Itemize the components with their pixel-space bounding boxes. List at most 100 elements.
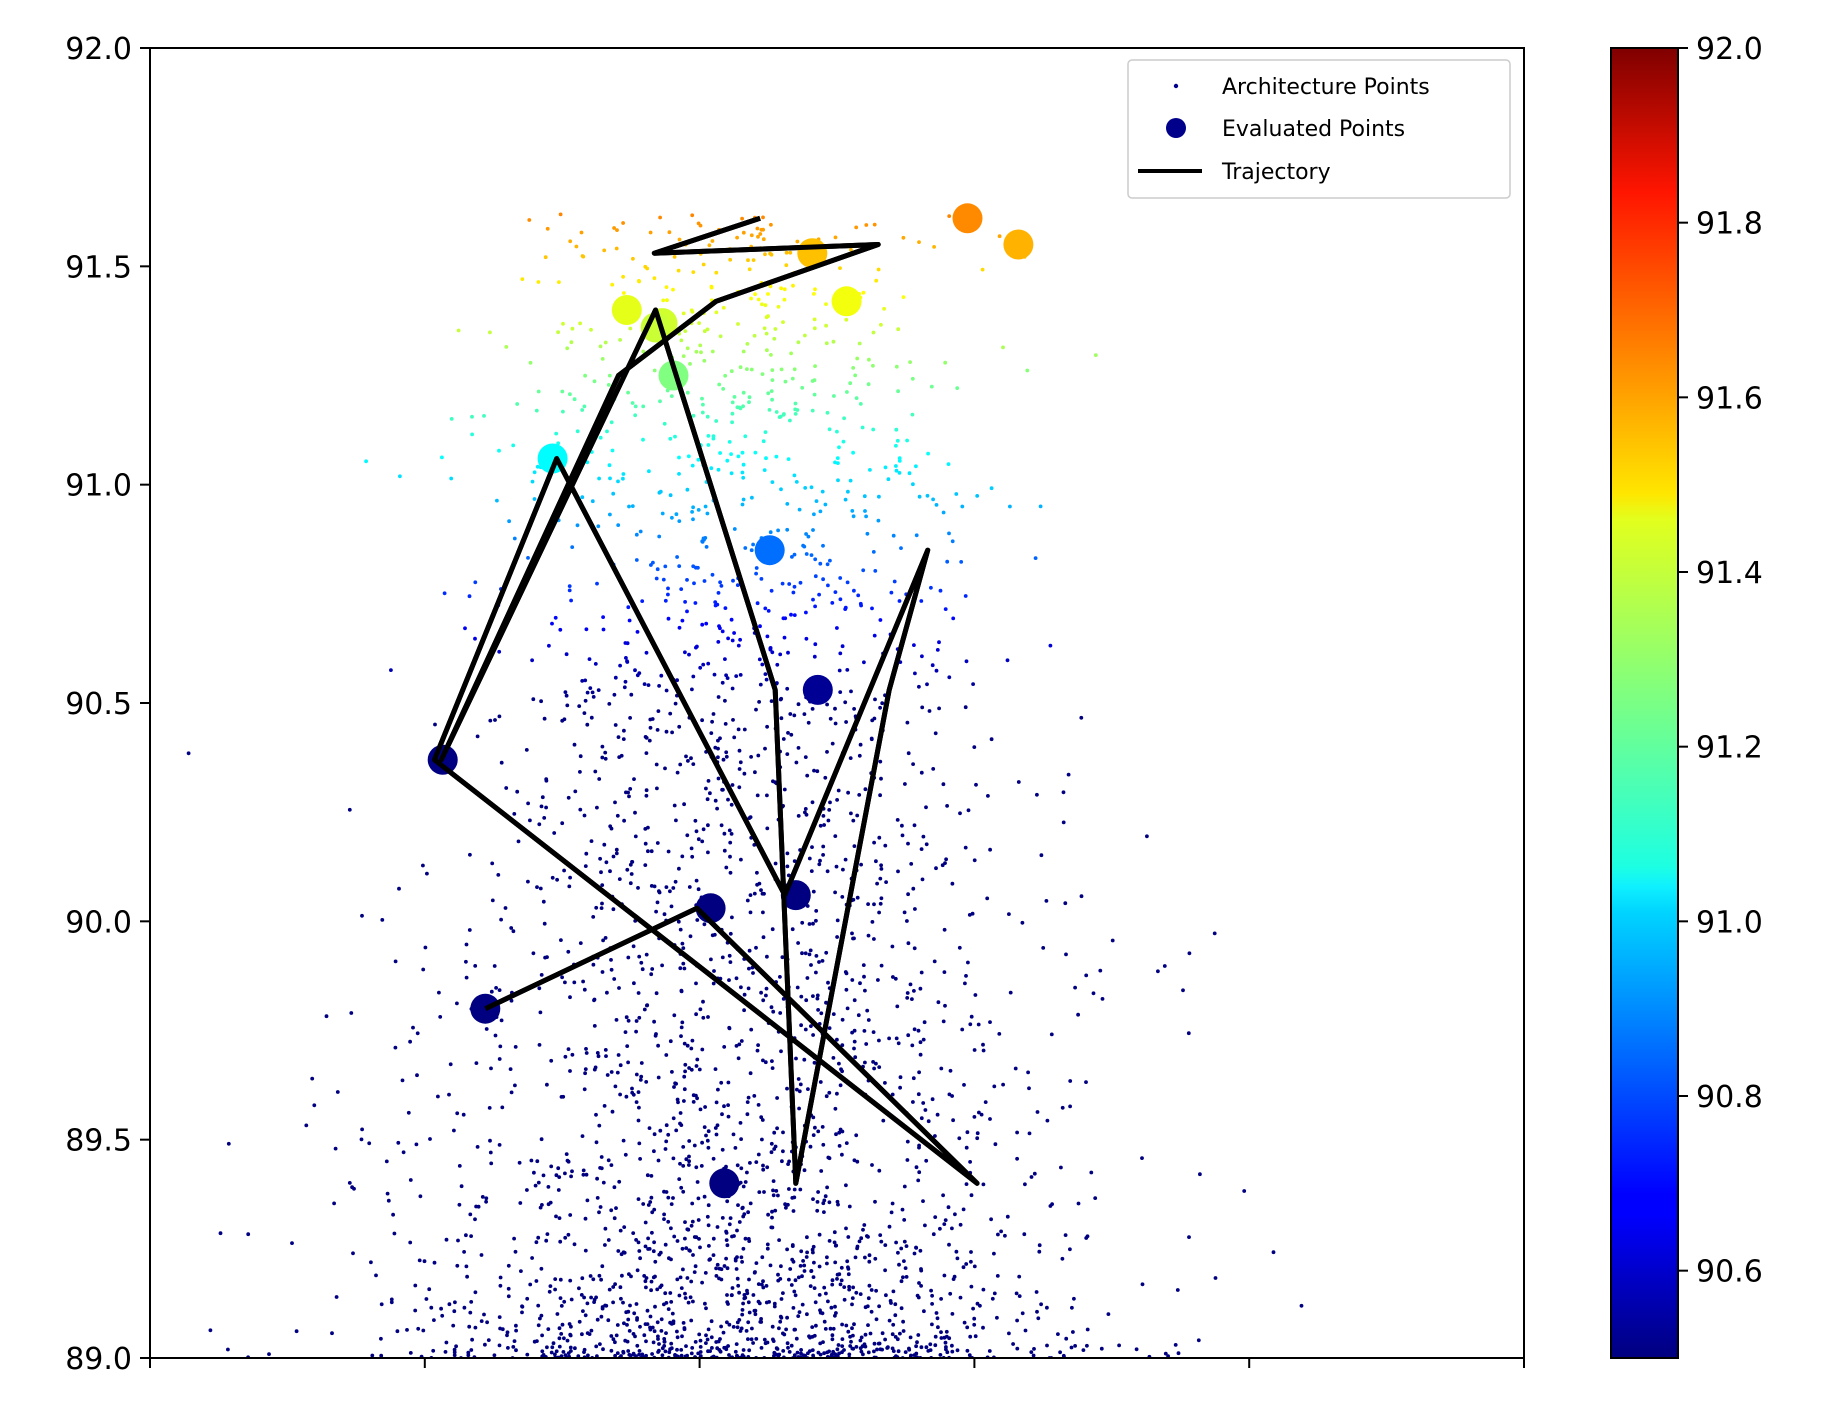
architecture-point — [691, 505, 695, 510]
architecture-point — [914, 1165, 919, 1170]
architecture-point — [833, 1313, 837, 1318]
architecture-point — [683, 1220, 687, 1224]
architecture-point — [557, 280, 561, 284]
architecture-point — [978, 1303, 982, 1308]
architecture-point — [958, 811, 962, 816]
architecture-point — [904, 1275, 909, 1279]
architecture-point — [637, 1015, 642, 1020]
architecture-point — [707, 1244, 711, 1248]
architecture-point — [776, 1354, 781, 1358]
architecture-point — [644, 952, 649, 957]
architecture-point — [672, 1234, 677, 1239]
architecture-point — [686, 1300, 691, 1305]
architecture-point — [759, 990, 763, 995]
architecture-point — [930, 1302, 934, 1306]
architecture-point — [629, 872, 634, 876]
architecture-point — [531, 697, 536, 702]
architecture-point — [479, 1319, 484, 1323]
architecture-point — [385, 1191, 390, 1196]
architecture-point — [512, 812, 517, 816]
architecture-point — [924, 1158, 929, 1163]
architecture-point — [738, 637, 742, 642]
architecture-point — [462, 1305, 467, 1310]
architecture-point — [826, 818, 831, 823]
architecture-point — [675, 1239, 680, 1243]
architecture-point — [926, 1119, 931, 1124]
architecture-point — [908, 1335, 913, 1340]
architecture-point — [706, 1223, 711, 1228]
architecture-point — [872, 1066, 876, 1071]
architecture-point — [561, 1350, 566, 1354]
architecture-point — [582, 1295, 586, 1300]
architecture-point — [843, 970, 848, 974]
architecture-point — [649, 849, 654, 854]
architecture-point — [473, 964, 478, 968]
architecture-point — [600, 970, 605, 974]
architecture-point — [622, 685, 627, 690]
architecture-point — [793, 407, 798, 412]
architecture-point — [622, 1321, 626, 1326]
architecture-point — [829, 1305, 834, 1310]
architecture-point — [578, 807, 583, 812]
architecture-point — [475, 734, 480, 739]
architecture-point — [656, 709, 661, 713]
architecture-point — [685, 578, 689, 582]
architecture-point — [743, 434, 748, 439]
architecture-point — [917, 240, 921, 245]
architecture-point — [854, 1290, 859, 1295]
architecture-point — [831, 1326, 836, 1331]
architecture-point — [609, 1334, 614, 1338]
architecture-point — [770, 397, 774, 402]
architecture-point — [818, 509, 823, 514]
architecture-point — [821, 1340, 825, 1344]
architecture-point — [717, 382, 722, 387]
architecture-point — [644, 1285, 648, 1290]
architecture-point — [750, 495, 754, 500]
architecture-point — [813, 364, 817, 368]
architecture-point — [898, 1331, 902, 1336]
architecture-point — [1023, 1328, 1028, 1333]
architecture-point — [802, 1263, 807, 1268]
architecture-point — [489, 1066, 493, 1071]
architecture-point — [730, 420, 734, 425]
architecture-point — [797, 1310, 802, 1314]
architecture-point — [698, 343, 703, 348]
architecture-point — [720, 680, 725, 685]
architecture-point — [648, 1200, 653, 1204]
architecture-point — [742, 727, 747, 732]
architecture-point — [601, 1180, 606, 1185]
architecture-point — [633, 413, 638, 418]
architecture-point — [820, 959, 825, 963]
architecture-point — [856, 593, 861, 598]
architecture-point — [686, 759, 690, 763]
architecture-point — [624, 1015, 629, 1020]
architecture-point — [760, 891, 765, 896]
architecture-point — [722, 848, 727, 853]
architecture-point — [917, 494, 922, 499]
architecture-point — [630, 860, 635, 864]
architecture-point — [687, 1139, 692, 1143]
architecture-point — [634, 1029, 638, 1034]
architecture-point — [770, 650, 775, 655]
architecture-point — [792, 713, 797, 718]
architecture-point — [580, 495, 585, 500]
architecture-point — [628, 1303, 632, 1308]
y-tick-label: 92.0 — [65, 32, 132, 67]
architecture-point — [870, 1163, 874, 1167]
architecture-point — [785, 1315, 789, 1320]
architecture-point — [733, 1257, 738, 1261]
architecture-point — [484, 1196, 489, 1201]
architecture-point — [912, 946, 917, 951]
architecture-point — [761, 910, 765, 915]
architecture-point — [648, 725, 653, 730]
architecture-point — [877, 494, 881, 499]
architecture-point — [558, 212, 563, 217]
architecture-point — [653, 1259, 658, 1264]
architecture-point — [711, 981, 716, 986]
architecture-point — [624, 1310, 629, 1315]
architecture-point — [878, 1347, 883, 1352]
architecture-point — [983, 1100, 988, 1104]
architecture-point — [533, 1183, 538, 1188]
architecture-point — [447, 1302, 452, 1307]
architecture-point — [790, 927, 795, 932]
